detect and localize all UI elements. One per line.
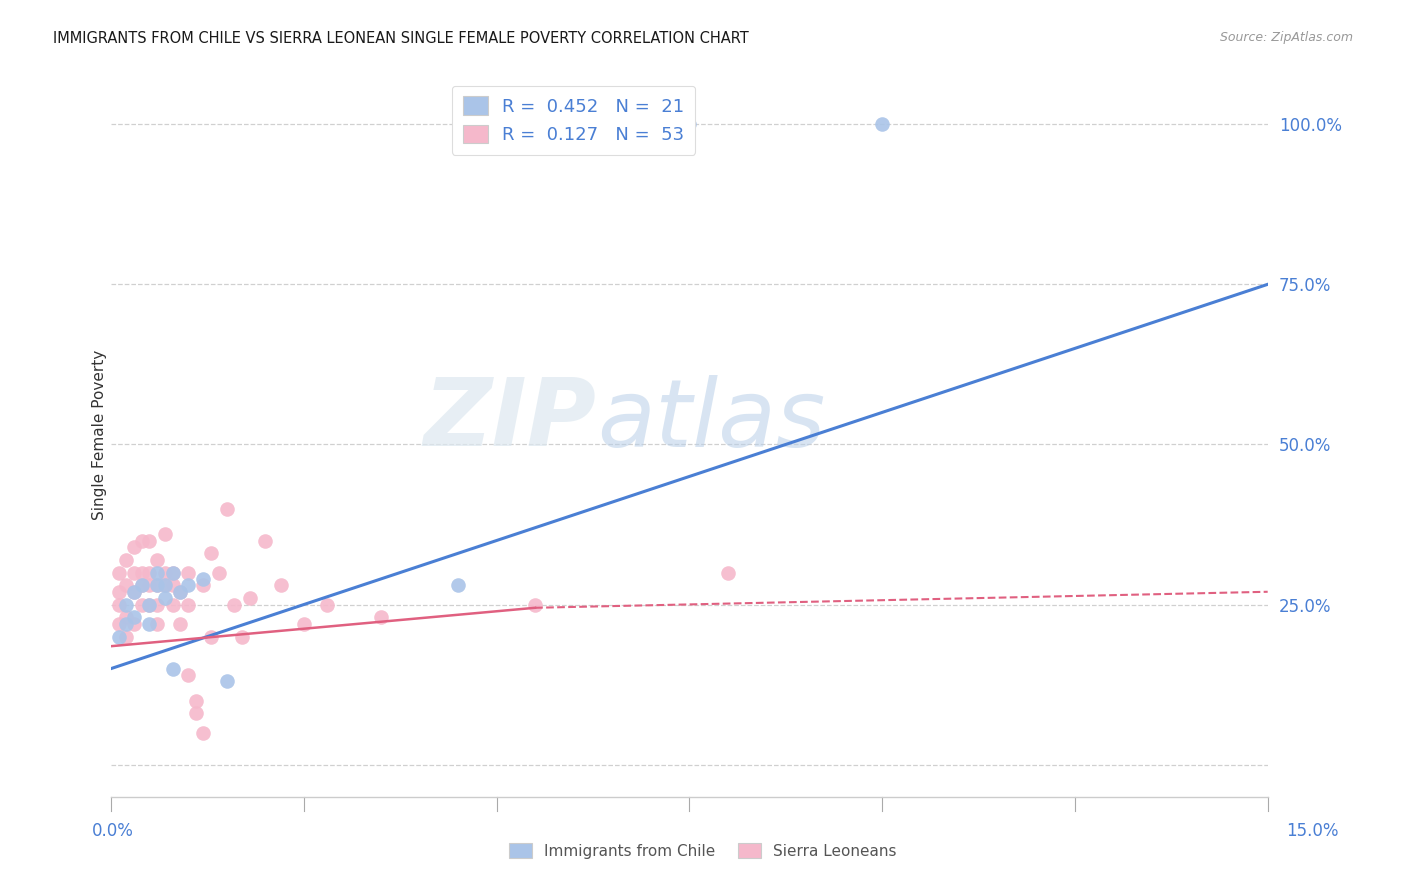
Point: [193, 572, 215, 586]
Point: [193, 725, 215, 739]
Text: ZIP: ZIP: [423, 375, 596, 467]
Text: IMMIGRANTS FROM CHILE VS SIERRA LEONEAN SINGLE FEMALE POVERTY CORRELATION CHART: IMMIGRANTS FROM CHILE VS SIERRA LEONEAN …: [53, 31, 749, 46]
Point: [122, 566, 145, 580]
Point: [107, 566, 129, 580]
Point: [370, 610, 392, 624]
Point: [239, 591, 262, 606]
Point: [162, 578, 184, 592]
Point: [131, 598, 153, 612]
Point: [115, 610, 138, 624]
Point: [138, 566, 160, 580]
Text: 15.0%: 15.0%: [1286, 822, 1339, 840]
Point: [122, 584, 145, 599]
Point: [122, 610, 145, 624]
Point: [162, 598, 184, 612]
Point: [107, 630, 129, 644]
Point: [292, 616, 315, 631]
Point: [169, 584, 191, 599]
Point: [184, 706, 207, 721]
Point: [115, 553, 138, 567]
Point: [153, 578, 176, 592]
Point: [146, 578, 169, 592]
Point: [315, 598, 337, 612]
Point: [122, 616, 145, 631]
Point: [231, 630, 253, 644]
Point: [169, 616, 191, 631]
Point: [138, 598, 160, 612]
Point: [224, 598, 246, 612]
Point: [193, 578, 215, 592]
Point: [138, 578, 160, 592]
Y-axis label: Single Female Poverty: Single Female Poverty: [93, 350, 107, 520]
Point: [107, 616, 129, 631]
Point: [208, 566, 231, 580]
Legend: Immigrants from Chile, Sierra Leoneans: Immigrants from Chile, Sierra Leoneans: [503, 837, 903, 864]
Point: [153, 527, 176, 541]
Point: [138, 616, 160, 631]
Point: [146, 598, 169, 612]
Point: [524, 598, 547, 612]
Point: [162, 662, 184, 676]
Text: atlas: atlas: [596, 375, 825, 466]
Point: [215, 674, 238, 689]
Text: 0.0%: 0.0%: [91, 822, 134, 840]
Point: [270, 578, 292, 592]
Point: [153, 566, 176, 580]
Point: [153, 591, 176, 606]
Point: [122, 584, 145, 599]
Point: [254, 533, 277, 548]
Point: [200, 546, 222, 560]
Point: [177, 598, 200, 612]
Point: [131, 578, 153, 592]
Point: [146, 616, 169, 631]
Point: [169, 584, 191, 599]
Text: Source: ZipAtlas.com: Source: ZipAtlas.com: [1219, 31, 1353, 45]
Point: [177, 578, 200, 592]
Point: [447, 578, 470, 592]
Point: [153, 578, 176, 592]
Point: [146, 566, 169, 580]
Point: [115, 630, 138, 644]
Point: [162, 566, 184, 580]
Point: [138, 533, 160, 548]
Legend: R =  0.452   N =  21, R =  0.127   N =  53: R = 0.452 N = 21, R = 0.127 N = 53: [451, 86, 696, 155]
Point: [138, 598, 160, 612]
Point: [678, 117, 700, 131]
Point: [115, 598, 138, 612]
Point: [717, 566, 740, 580]
Point: [184, 693, 207, 707]
Point: [115, 578, 138, 592]
Point: [215, 501, 238, 516]
Point: [177, 566, 200, 580]
Point: [200, 630, 222, 644]
Point: [146, 578, 169, 592]
Point: [146, 553, 169, 567]
Point: [115, 616, 138, 631]
Point: [107, 598, 129, 612]
Point: [131, 578, 153, 592]
Point: [122, 540, 145, 554]
Point: [107, 584, 129, 599]
Point: [177, 668, 200, 682]
Point: [131, 533, 153, 548]
Point: [870, 117, 893, 131]
Point: [131, 566, 153, 580]
Point: [162, 566, 184, 580]
